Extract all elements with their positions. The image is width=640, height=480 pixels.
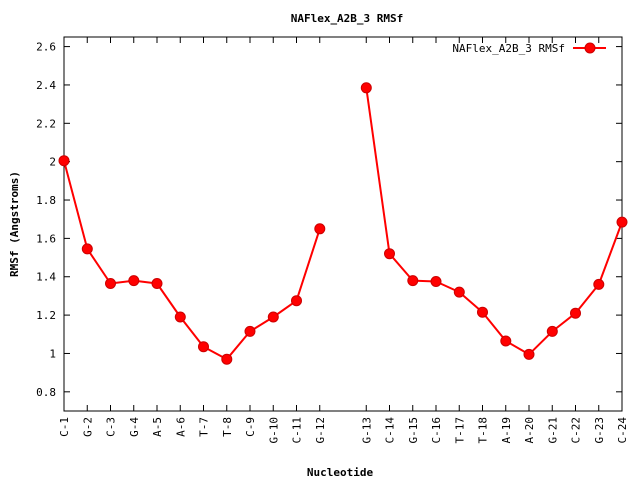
x-tick-label: A-20 — [523, 417, 536, 444]
data-point — [616, 216, 628, 228]
chart-title: NAFlex_A2B_3 RMSf — [291, 12, 404, 25]
data-point — [174, 311, 186, 323]
data-point — [198, 341, 209, 353]
x-tick-label: G-23 — [593, 417, 606, 444]
series-line — [365, 87, 623, 356]
data-point — [128, 275, 140, 287]
series-layer — [58, 82, 628, 365]
data-point — [546, 325, 558, 337]
y-tick-label: 1 — [49, 347, 56, 360]
x-tick-label: G-15 — [407, 417, 420, 444]
x-tick-label: G-4 — [128, 417, 141, 437]
y-tick-label: 2.2 — [36, 117, 56, 130]
y-tick-label: 1.6 — [36, 232, 56, 245]
data-point — [430, 276, 442, 287]
x-tick-label: C-9 — [244, 417, 257, 437]
x-tick-label: T-8 — [221, 417, 234, 437]
y-axis-label: RMSf (Angstroms) — [8, 171, 21, 277]
x-tick-label: A-5 — [151, 417, 164, 437]
x-tick-label: C-14 — [384, 417, 397, 444]
data-point — [453, 286, 465, 298]
x-axis: C-1 G-2 C-3 G-4 A-5 A-6 T-7 T-8 C-9 G-10 C-11 G-12 G… — [58, 37, 629, 444]
series-line — [63, 160, 321, 361]
data-point — [360, 82, 372, 94]
data-point — [291, 295, 302, 307]
x-tick-label: A-6 — [174, 417, 187, 437]
x-axis-label: Nucleotide — [307, 466, 374, 479]
plot-frame — [63, 36, 623, 412]
y-tick-label: 1.8 — [36, 194, 56, 207]
x-tick-label: T-7 — [198, 417, 211, 437]
data-point — [384, 248, 395, 260]
x-tick-label: G-13 — [360, 417, 373, 444]
y-tick-label: 0.8 — [36, 386, 56, 399]
x-tick-label: G-10 — [267, 417, 280, 444]
data-point — [477, 306, 488, 318]
y-axis: 0.8 1 1.2 1.4 1.6 1.8 2 2.2 2.4 2.6 — [36, 41, 622, 399]
x-tick-label: C-3 — [105, 417, 118, 437]
data-point — [570, 307, 581, 319]
data-point — [244, 325, 256, 337]
data-point — [523, 348, 535, 360]
y-tick-label: 1.2 — [36, 309, 56, 322]
data-point — [81, 243, 93, 255]
x-tick-label: G-2 — [81, 417, 94, 437]
y-tick-label: 1.4 — [36, 271, 56, 284]
data-point — [593, 278, 605, 290]
x-tick-label: C-24 — [616, 417, 629, 444]
x-tick-label: C-16 — [430, 417, 443, 444]
x-tick-label: G-21 — [546, 417, 559, 444]
x-tick-label: C-1 — [58, 417, 71, 437]
data-point — [267, 311, 279, 323]
x-tick-label: G-12 — [314, 417, 327, 444]
y-tick-label: 2.6 — [36, 41, 56, 54]
legend-label: NAFlex_A2B_3 RMSf — [452, 42, 565, 55]
legend: NAFlex_A2B_3 RMSf — [452, 42, 606, 55]
data-point — [407, 275, 419, 287]
x-tick-label: A-19 — [500, 417, 513, 444]
data-point — [151, 278, 163, 289]
data-point — [221, 353, 233, 365]
x-tick-label: C-11 — [291, 417, 304, 444]
legend-marker — [584, 42, 596, 54]
x-tick-label: T-18 — [477, 417, 490, 444]
x-tick-label: T-17 — [453, 417, 466, 444]
y-tick-label: 2 — [49, 156, 56, 169]
x-tick-label: C-22 — [570, 417, 583, 444]
data-point — [58, 155, 70, 167]
data-point — [314, 223, 326, 235]
data-point — [500, 335, 512, 347]
data-point — [105, 278, 116, 289]
y-tick-label: 2.4 — [36, 79, 56, 92]
